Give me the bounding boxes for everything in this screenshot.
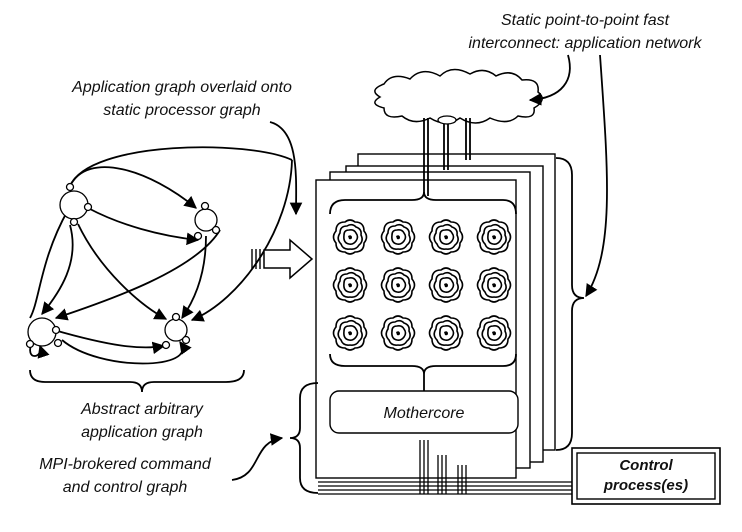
processor-core-icon [428,315,464,351]
abstract-graph-label-line1: Abstract arbitrary [80,401,204,418]
overlay-label: Application graph overlaid onto static p… [71,79,292,119]
interconnect-label-line2: interconnect: application network [468,35,702,52]
cloud-connections [423,118,471,196]
control-process-inner [576,452,716,500]
stack-brace [555,157,585,451]
block-arrow-icon [251,238,314,280]
abstract-graph-label: Abstract arbitrary application graph [80,401,204,441]
overlay-arrow [269,121,303,216]
mothercore-box [329,390,519,434]
processor-core-icon [332,267,368,303]
overlay-label-line1: Application graph overlaid onto [71,79,292,96]
processor-core-icon [380,267,416,303]
control-graph-arrow [231,433,284,481]
processor-core-icon [428,267,464,303]
control-label-line1: Control [619,457,673,474]
processor-core-icon [380,219,416,255]
cloud-icon [374,68,543,125]
interconnect-label: Static point-to-point fast interconnect:… [468,12,702,52]
control-graph-label-line1: MPI-brokered command [39,456,212,473]
control-graph-label: MPI-brokered command and control graph [39,456,212,496]
interconnect-arrow-cloud [528,54,571,106]
processor-core-icon [332,315,368,351]
mothercore-label: Mothercore [384,405,465,422]
top-brace [329,191,517,215]
app-graph-brace [29,369,245,393]
application-graph [25,146,293,365]
processor-core-icon [332,219,368,255]
processor-core-icon [380,315,416,351]
processor-core-icon [476,219,512,255]
abstract-graph-label-line2: application graph [81,424,203,441]
control-label-line2: process(es) [603,477,688,494]
control-brace [289,382,319,494]
control-graph-label-line2: and control graph [63,479,188,496]
interconnect-label-line1: Static point-to-point fast [501,12,670,29]
processor-core-icon [428,219,464,255]
control-graph-lines [318,440,572,495]
interconnect-arrow-stack [585,54,608,298]
processor-core-icon [476,267,512,303]
processor-core-icon [476,315,512,351]
overlay-label-line2: static processor graph [103,102,261,119]
